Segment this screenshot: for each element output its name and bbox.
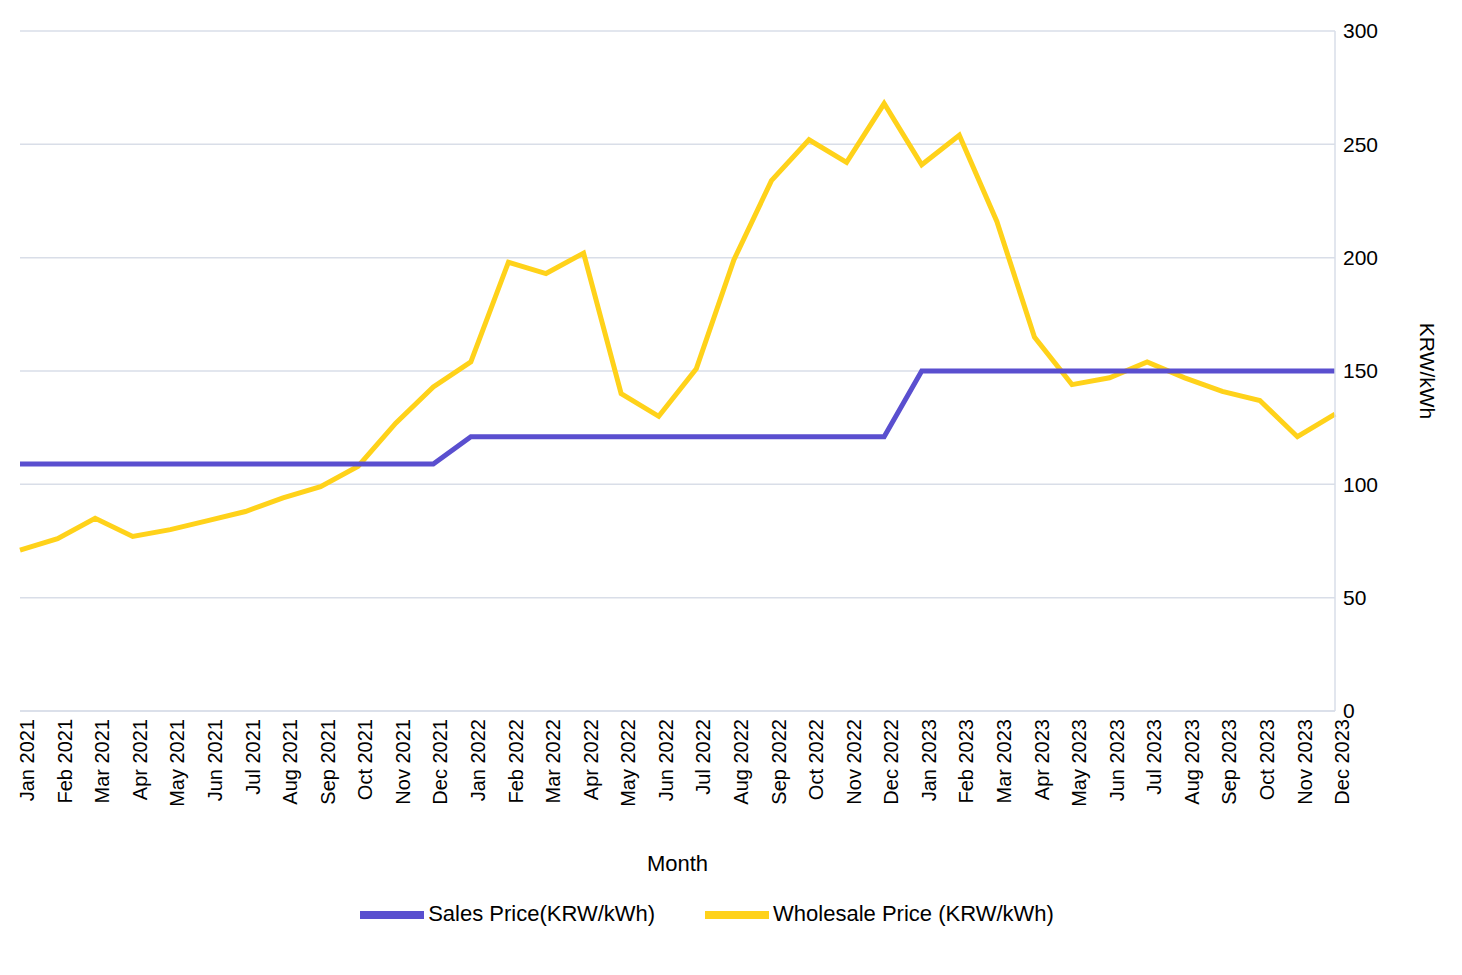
svg-text:Nov 2022: Nov 2022: [843, 719, 865, 805]
svg-text:Dec 2023: Dec 2023: [1331, 719, 1353, 805]
svg-text:Apr 2022: Apr 2022: [580, 719, 602, 800]
svg-text:Apr 2023: Apr 2023: [1031, 719, 1053, 800]
svg-text:Mar 2021: Mar 2021: [91, 719, 113, 804]
svg-text:Mar 2022: Mar 2022: [542, 719, 564, 804]
svg-text:Oct 2021: Oct 2021: [354, 719, 376, 800]
svg-text:Oct 2022: Oct 2022: [805, 719, 827, 800]
svg-text:Jul 2021: Jul 2021: [242, 719, 264, 795]
svg-text:Jun 2021: Jun 2021: [204, 719, 226, 801]
svg-text:Jan 2023: Jan 2023: [918, 719, 940, 801]
svg-text:Feb 2021: Feb 2021: [54, 719, 76, 804]
svg-text:Month: Month: [647, 851, 708, 876]
svg-text:Feb 2022: Feb 2022: [505, 719, 527, 804]
svg-text:200: 200: [1343, 246, 1378, 269]
svg-text:0: 0: [1343, 699, 1355, 722]
svg-text:May 2021: May 2021: [166, 719, 188, 807]
svg-text:Sep 2022: Sep 2022: [768, 719, 790, 805]
svg-text:150: 150: [1343, 359, 1378, 382]
svg-text:50: 50: [1343, 586, 1366, 609]
svg-text:Mar 2023: Mar 2023: [993, 719, 1015, 804]
svg-text:Sep 2023: Sep 2023: [1218, 719, 1240, 805]
svg-text:100: 100: [1343, 473, 1378, 496]
svg-text:Jul 2022: Jul 2022: [692, 719, 714, 795]
svg-text:Jun 2022: Jun 2022: [655, 719, 677, 801]
svg-text:Jun 2023: Jun 2023: [1106, 719, 1128, 801]
svg-text:May 2022: May 2022: [617, 719, 639, 807]
svg-text:Jan 2022: Jan 2022: [467, 719, 489, 801]
svg-text:Jul 2023: Jul 2023: [1143, 719, 1165, 795]
svg-text:Sep 2021: Sep 2021: [317, 719, 339, 805]
svg-text:250: 250: [1343, 133, 1378, 156]
svg-text:Dec 2022: Dec 2022: [880, 719, 902, 805]
svg-text:Oct 2023: Oct 2023: [1256, 719, 1278, 800]
svg-text:Aug 2021: Aug 2021: [279, 719, 301, 805]
svg-text:300: 300: [1343, 19, 1378, 42]
svg-text:KRW/kWh: KRW/kWh: [1416, 323, 1439, 419]
svg-text:Dec 2021: Dec 2021: [429, 719, 451, 805]
svg-text:Nov 2021: Nov 2021: [392, 719, 414, 805]
html-text:Wholesale Price (KRW/kWh): Wholesale Price (KRW/kWh): [773, 900, 1054, 926]
svg-text:May 2023: May 2023: [1068, 719, 1090, 807]
svg-text:Nov 2023: Nov 2023: [1294, 719, 1316, 805]
svg-text:Apr 2021: Apr 2021: [129, 719, 151, 800]
svg-text:Jan 2021: Jan 2021: [16, 719, 38, 801]
svg-text:Aug 2023: Aug 2023: [1181, 719, 1203, 805]
svg-text:Feb 2023: Feb 2023: [955, 719, 977, 804]
html-text:Sales Price(KRW/kWh): Sales Price(KRW/kWh): [428, 900, 656, 926]
svg-text:Aug 2022: Aug 2022: [730, 719, 752, 805]
